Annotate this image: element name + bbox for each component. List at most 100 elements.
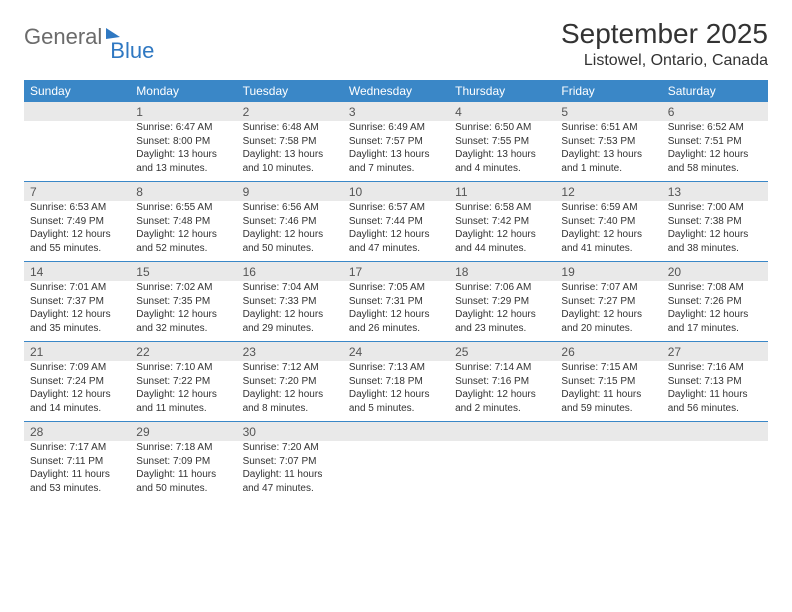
daylight-text-2: and 47 minutes. (349, 242, 443, 256)
logo-text-blue: Blue (110, 38, 154, 64)
sunrise-text: Sunrise: 7:13 AM (349, 361, 443, 375)
day-number-cell: 24 (343, 342, 449, 361)
sunset-text: Sunset: 7:55 PM (455, 135, 549, 149)
day-number-cell: 2 (237, 102, 343, 121)
daylight-text-2: and 50 minutes. (243, 242, 337, 256)
day-cell: Sunrise: 7:08 AMSunset: 7:26 PMDaylight:… (662, 281, 768, 342)
daylight-text-2: and 41 minutes. (561, 242, 655, 256)
daylight-text-2: and 8 minutes. (243, 402, 337, 416)
daylight-text-1: Daylight: 12 hours (349, 308, 443, 322)
day-number-cell: 22 (130, 342, 236, 361)
daylight-text-2: and 58 minutes. (668, 162, 762, 176)
day-cell: Sunrise: 6:50 AMSunset: 7:55 PMDaylight:… (449, 121, 555, 182)
sunset-text: Sunset: 7:15 PM (561, 375, 655, 389)
daylight-text-2: and 53 minutes. (30, 482, 124, 496)
daylight-text-1: Daylight: 12 hours (243, 388, 337, 402)
day-number-cell: 30 (237, 422, 343, 441)
daylight-text-1: Daylight: 12 hours (455, 388, 549, 402)
sunrise-text: Sunrise: 7:12 AM (243, 361, 337, 375)
logo-text-general: General (24, 24, 102, 50)
daylight-text-2: and 11 minutes. (136, 402, 230, 416)
sunset-text: Sunset: 7:31 PM (349, 295, 443, 309)
sunset-text: Sunset: 7:51 PM (668, 135, 762, 149)
daylight-text-2: and 56 minutes. (668, 402, 762, 416)
sunset-text: Sunset: 7:29 PM (455, 295, 549, 309)
day-cell: Sunrise: 7:00 AMSunset: 7:38 PMDaylight:… (662, 201, 768, 262)
day-cell: Sunrise: 6:55 AMSunset: 7:48 PMDaylight:… (130, 201, 236, 262)
sunset-text: Sunset: 7:26 PM (668, 295, 762, 309)
day-cell (449, 441, 555, 501)
sunrise-text: Sunrise: 6:48 AM (243, 121, 337, 135)
sunrise-text: Sunrise: 6:57 AM (349, 201, 443, 215)
day-number-cell: 23 (237, 342, 343, 361)
sunset-text: Sunset: 7:22 PM (136, 375, 230, 389)
sunset-text: Sunset: 7:49 PM (30, 215, 124, 229)
sunrise-text: Sunrise: 7:04 AM (243, 281, 337, 295)
daylight-text-1: Daylight: 12 hours (349, 388, 443, 402)
day-cell: Sunrise: 6:47 AMSunset: 8:00 PMDaylight:… (130, 121, 236, 182)
daylight-text-2: and 20 minutes. (561, 322, 655, 336)
sunrise-text: Sunrise: 7:06 AM (455, 281, 549, 295)
day-cell: Sunrise: 6:49 AMSunset: 7:57 PMDaylight:… (343, 121, 449, 182)
sunrise-text: Sunrise: 7:20 AM (243, 441, 337, 455)
location: Listowel, Ontario, Canada (561, 52, 768, 70)
sunrise-text: Sunrise: 7:05 AM (349, 281, 443, 295)
day-cell: Sunrise: 6:52 AMSunset: 7:51 PMDaylight:… (662, 121, 768, 182)
sunset-text: Sunset: 7:48 PM (136, 215, 230, 229)
day-cell: Sunrise: 7:07 AMSunset: 7:27 PMDaylight:… (555, 281, 661, 342)
sunset-text: Sunset: 7:42 PM (455, 215, 549, 229)
day-of-week-row: Sunday Monday Tuesday Wednesday Thursday… (24, 80, 768, 102)
day-number-cell: 6 (662, 102, 768, 121)
sunset-text: Sunset: 7:53 PM (561, 135, 655, 149)
day-number-cell: 9 (237, 182, 343, 201)
header: General Blue September 2025 Listowel, On… (24, 18, 768, 70)
daylight-text-1: Daylight: 12 hours (349, 228, 443, 242)
day-number-cell: 16 (237, 262, 343, 281)
day-number-cell: 8 (130, 182, 236, 201)
daylight-text-1: Daylight: 12 hours (668, 228, 762, 242)
day-cell: Sunrise: 7:10 AMSunset: 7:22 PMDaylight:… (130, 361, 236, 422)
day-number-cell: 3 (343, 102, 449, 121)
day-cell: Sunrise: 6:53 AMSunset: 7:49 PMDaylight:… (24, 201, 130, 262)
sunset-text: Sunset: 7:13 PM (668, 375, 762, 389)
daylight-text-1: Daylight: 13 hours (243, 148, 337, 162)
day-number-cell (449, 422, 555, 441)
day-number-cell: 15 (130, 262, 236, 281)
sunrise-text: Sunrise: 6:51 AM (561, 121, 655, 135)
daylight-text-1: Daylight: 13 hours (455, 148, 549, 162)
day-cell: Sunrise: 7:17 AMSunset: 7:11 PMDaylight:… (24, 441, 130, 501)
sunset-text: Sunset: 7:38 PM (668, 215, 762, 229)
daylight-text-1: Daylight: 12 hours (243, 228, 337, 242)
sunrise-text: Sunrise: 7:16 AM (668, 361, 762, 375)
daylight-text-2: and 32 minutes. (136, 322, 230, 336)
daylight-text-1: Daylight: 13 hours (349, 148, 443, 162)
daylight-text-1: Daylight: 12 hours (668, 308, 762, 322)
daylight-text-2: and 50 minutes. (136, 482, 230, 496)
day-cell: Sunrise: 7:09 AMSunset: 7:24 PMDaylight:… (24, 361, 130, 422)
sunrise-text: Sunrise: 6:56 AM (243, 201, 337, 215)
sunrise-text: Sunrise: 7:15 AM (561, 361, 655, 375)
daylight-text-2: and 23 minutes. (455, 322, 549, 336)
day-number-cell: 25 (449, 342, 555, 361)
logo-triangle-icon (106, 26, 120, 39)
daylight-text-1: Daylight: 12 hours (455, 308, 549, 322)
dow-thursday: Thursday (449, 80, 555, 102)
day-cell: Sunrise: 7:04 AMSunset: 7:33 PMDaylight:… (237, 281, 343, 342)
day-number-cell: 27 (662, 342, 768, 361)
week-detail-row: Sunrise: 7:01 AMSunset: 7:37 PMDaylight:… (24, 281, 768, 342)
daylight-text-1: Daylight: 13 hours (136, 148, 230, 162)
daylight-text-2: and 4 minutes. (455, 162, 549, 176)
sunset-text: Sunset: 7:40 PM (561, 215, 655, 229)
day-number-cell (555, 422, 661, 441)
sunrise-text: Sunrise: 7:00 AM (668, 201, 762, 215)
daylight-text-2: and 59 minutes. (561, 402, 655, 416)
sunrise-text: Sunrise: 7:14 AM (455, 361, 549, 375)
daylight-text-2: and 26 minutes. (349, 322, 443, 336)
daylight-text-2: and 35 minutes. (30, 322, 124, 336)
day-number-cell: 11 (449, 182, 555, 201)
daylight-text-2: and 52 minutes. (136, 242, 230, 256)
day-cell: Sunrise: 6:59 AMSunset: 7:40 PMDaylight:… (555, 201, 661, 262)
sunrise-text: Sunrise: 7:10 AM (136, 361, 230, 375)
day-cell: Sunrise: 6:58 AMSunset: 7:42 PMDaylight:… (449, 201, 555, 262)
daylight-text-1: Daylight: 12 hours (455, 228, 549, 242)
